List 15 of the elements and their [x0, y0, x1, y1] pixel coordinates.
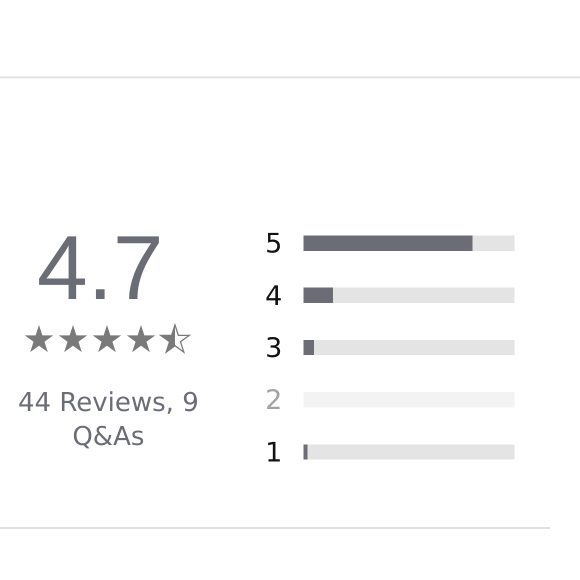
y-tick-label: 5 [265, 228, 282, 260]
bar [303, 235, 472, 251]
bar [314, 340, 515, 356]
bar [472, 235, 515, 251]
bar [332, 288, 515, 303]
bar [303, 288, 333, 303]
bar [308, 444, 515, 460]
text: 44 Reviews, 9 Q&As [18, 388, 199, 452]
bar [303, 340, 314, 356]
y-tick-label: 2 [265, 385, 282, 416]
y-tick-label: 4 [265, 280, 282, 312]
y-tick-label: 3 [265, 332, 282, 364]
text: 4.7 [37, 218, 164, 319]
bar [303, 444, 308, 460]
y-tick-label: 1 [265, 437, 282, 468]
